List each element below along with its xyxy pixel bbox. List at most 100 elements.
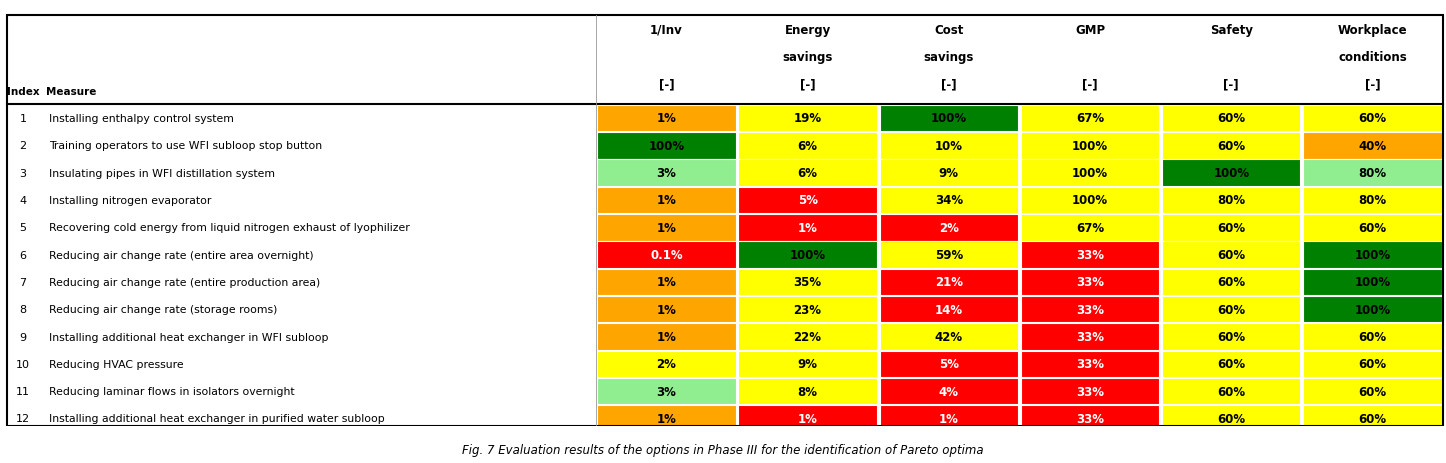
Text: 9%: 9%: [938, 167, 959, 180]
Bar: [597, 133, 736, 159]
Text: 1%: 1%: [656, 112, 677, 125]
Text: 5: 5: [20, 223, 26, 233]
Text: 14%: 14%: [934, 303, 963, 316]
Text: 33%: 33%: [1076, 330, 1105, 343]
Text: Index: Index: [7, 87, 39, 97]
Text: 80%: 80%: [1358, 194, 1387, 207]
Text: 5%: 5%: [798, 194, 817, 207]
Bar: [1303, 378, 1442, 405]
Text: 10: 10: [16, 359, 30, 369]
Text: 60%: 60%: [1358, 357, 1387, 370]
Text: Cost: Cost: [934, 24, 963, 37]
Text: 60%: 60%: [1218, 357, 1245, 370]
Text: 80%: 80%: [1218, 194, 1245, 207]
Text: 4: 4: [20, 195, 26, 206]
Text: 5%: 5%: [938, 357, 959, 370]
Bar: [879, 160, 1018, 187]
Text: 21%: 21%: [934, 276, 963, 289]
Bar: [879, 133, 1018, 159]
Text: 1%: 1%: [656, 412, 677, 425]
Text: conditions: conditions: [1338, 51, 1407, 64]
Bar: [739, 106, 876, 132]
Bar: [1021, 188, 1160, 214]
Bar: [739, 406, 876, 432]
Bar: [1163, 242, 1300, 268]
Text: 2%: 2%: [656, 357, 677, 370]
Bar: [1303, 188, 1442, 214]
Bar: [879, 269, 1018, 295]
Bar: [1163, 406, 1300, 432]
Bar: [879, 242, 1018, 268]
Text: 60%: 60%: [1218, 112, 1245, 125]
Bar: [597, 406, 736, 432]
Bar: [879, 188, 1018, 214]
Text: savings: savings: [924, 51, 975, 64]
Bar: [739, 214, 876, 241]
Bar: [1021, 133, 1160, 159]
Text: 100%: 100%: [1071, 167, 1108, 180]
Text: 1/Inv: 1/Inv: [651, 24, 683, 37]
Bar: [879, 106, 1018, 132]
Text: 3: 3: [20, 168, 26, 178]
Bar: [879, 296, 1018, 323]
Text: 100%: 100%: [1071, 194, 1108, 207]
Bar: [739, 378, 876, 405]
Bar: [879, 351, 1018, 377]
Bar: [1021, 269, 1160, 295]
Text: 10%: 10%: [934, 139, 963, 152]
Text: 2%: 2%: [938, 221, 959, 234]
Text: [-]: [-]: [1365, 78, 1381, 91]
Text: savings: savings: [782, 51, 833, 64]
Text: 9: 9: [20, 332, 26, 342]
Bar: [739, 351, 876, 377]
Bar: [1303, 160, 1442, 187]
Text: Installing additional heat exchanger in WFI subloop: Installing additional heat exchanger in …: [49, 332, 328, 342]
Bar: [597, 106, 736, 132]
Text: 33%: 33%: [1076, 249, 1105, 262]
Bar: [597, 214, 736, 241]
Bar: [1021, 214, 1160, 241]
Bar: [1303, 214, 1442, 241]
Text: Training operators to use WFI subloop stop button: Training operators to use WFI subloop st…: [49, 141, 322, 151]
Text: 7: 7: [20, 277, 26, 287]
Text: 100%: 100%: [1071, 139, 1108, 152]
Bar: [1163, 269, 1300, 295]
Bar: [739, 133, 876, 159]
Bar: [739, 160, 876, 187]
Text: 67%: 67%: [1076, 112, 1105, 125]
Text: 1%: 1%: [656, 276, 677, 289]
Text: 23%: 23%: [794, 303, 821, 316]
Text: 4%: 4%: [938, 385, 959, 398]
Bar: [1021, 324, 1160, 350]
Bar: [1021, 242, 1160, 268]
Text: 8: 8: [20, 305, 26, 314]
Text: 33%: 33%: [1076, 357, 1105, 370]
Text: Workplace: Workplace: [1338, 24, 1407, 37]
Text: [-]: [-]: [941, 78, 957, 91]
Text: 40%: 40%: [1358, 139, 1387, 152]
Text: 60%: 60%: [1358, 112, 1387, 125]
Bar: [597, 351, 736, 377]
Text: 60%: 60%: [1218, 276, 1245, 289]
Bar: [1021, 106, 1160, 132]
Text: 1%: 1%: [656, 303, 677, 316]
Text: 6%: 6%: [798, 167, 817, 180]
Bar: [879, 378, 1018, 405]
Text: Reducing air change rate (storage rooms): Reducing air change rate (storage rooms): [49, 305, 278, 314]
Text: 60%: 60%: [1358, 385, 1387, 398]
Bar: [1163, 160, 1300, 187]
Text: 22%: 22%: [794, 330, 821, 343]
Text: 1%: 1%: [938, 412, 959, 425]
Text: 34%: 34%: [934, 194, 963, 207]
Text: 100%: 100%: [790, 249, 826, 262]
Text: 35%: 35%: [794, 276, 821, 289]
Bar: [597, 242, 736, 268]
Bar: [1021, 296, 1160, 323]
Bar: [1163, 378, 1300, 405]
Bar: [1021, 406, 1160, 432]
Bar: [597, 296, 736, 323]
Bar: [597, 324, 736, 350]
Text: 60%: 60%: [1218, 249, 1245, 262]
Text: 100%: 100%: [931, 112, 967, 125]
Bar: [1163, 106, 1300, 132]
